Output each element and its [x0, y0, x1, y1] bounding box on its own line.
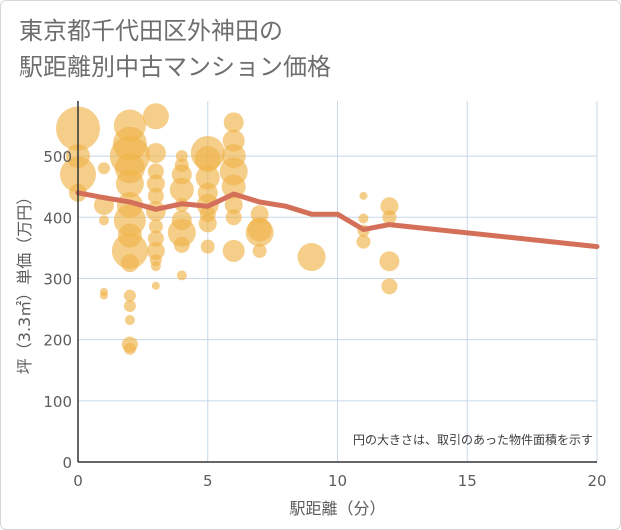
bubble-point: [169, 177, 194, 202]
bubble-point: [356, 234, 371, 249]
bubble-point: [97, 162, 110, 175]
bubble-point: [221, 174, 246, 199]
y-tick-label: 300: [43, 270, 72, 288]
bubble-point: [223, 112, 244, 133]
y-tick-label: 100: [43, 393, 72, 411]
bubble-point: [111, 232, 148, 269]
y-tick-label: 0: [62, 454, 72, 472]
bubble-point: [142, 103, 169, 130]
bubble-point: [123, 299, 136, 312]
y-axis-label: 坪（3.3㎡）単価（万円）: [15, 189, 34, 374]
bubble-point: [173, 236, 190, 253]
bubble-point: [123, 342, 136, 355]
x-tick-label: 0: [73, 472, 83, 490]
bubble-point: [358, 213, 369, 224]
bubble-point: [200, 239, 215, 254]
bubble-size-note: 円の大きさは、取引のあった物件面積を示す: [353, 432, 593, 447]
chart-title-line2: 駅距離別中古マンション価格: [19, 53, 331, 81]
bubble-point: [195, 165, 220, 190]
bubble-point: [150, 261, 161, 272]
bubble-point: [167, 218, 196, 247]
bubble-point: [115, 169, 144, 198]
bubble-point: [98, 215, 109, 226]
bubble-point: [252, 243, 267, 258]
bubble-point: [147, 163, 164, 180]
x-tick-label: 15: [458, 472, 477, 490]
bubble-point: [120, 254, 139, 273]
bubble-point: [380, 197, 399, 216]
bubble-point: [146, 174, 165, 193]
axes: [77, 101, 597, 463]
y-tick-label: 400: [43, 209, 72, 227]
average-price-line: [75, 190, 600, 250]
grid-lines: [78, 101, 598, 462]
x-tick-label: 5: [203, 472, 213, 490]
bubble-point: [99, 291, 108, 300]
bubble-point: [297, 243, 326, 272]
y-tick-label: 500: [43, 148, 72, 166]
bubble-point: [194, 146, 221, 173]
bubble-point: [381, 278, 398, 295]
bubble-point: [146, 241, 165, 260]
bubble-point: [124, 315, 135, 326]
bubble-point: [145, 143, 166, 164]
bubble-point: [245, 218, 274, 247]
bubble-point: [382, 210, 397, 225]
chart-title: 東京都千代田区外神田の 駅距離別中古マンション価格: [19, 13, 579, 85]
trend-line-layer: [75, 190, 600, 250]
y-tick-label: 200: [43, 332, 72, 350]
bubble-point: [225, 209, 242, 226]
bubble-point: [123, 289, 136, 302]
bubble-point: [147, 187, 164, 204]
bubble-layer: [56, 103, 400, 355]
bubble-point: [198, 214, 217, 233]
bubble-point: [148, 219, 163, 234]
bubble-point: [147, 230, 164, 247]
bubble-point: [151, 281, 160, 290]
chart-title-line1: 東京都千代田区外神田の: [19, 17, 283, 45]
bubble-point: [379, 251, 400, 272]
x-axis-label: 駅距離（分）: [289, 499, 385, 518]
bubble-point: [359, 191, 368, 200]
bubble-point: [176, 270, 187, 281]
bubble-point: [222, 239, 245, 262]
bubble-point: [224, 196, 243, 215]
x-tick-label: 10: [328, 472, 347, 490]
x-tick-label: 20: [587, 472, 606, 490]
